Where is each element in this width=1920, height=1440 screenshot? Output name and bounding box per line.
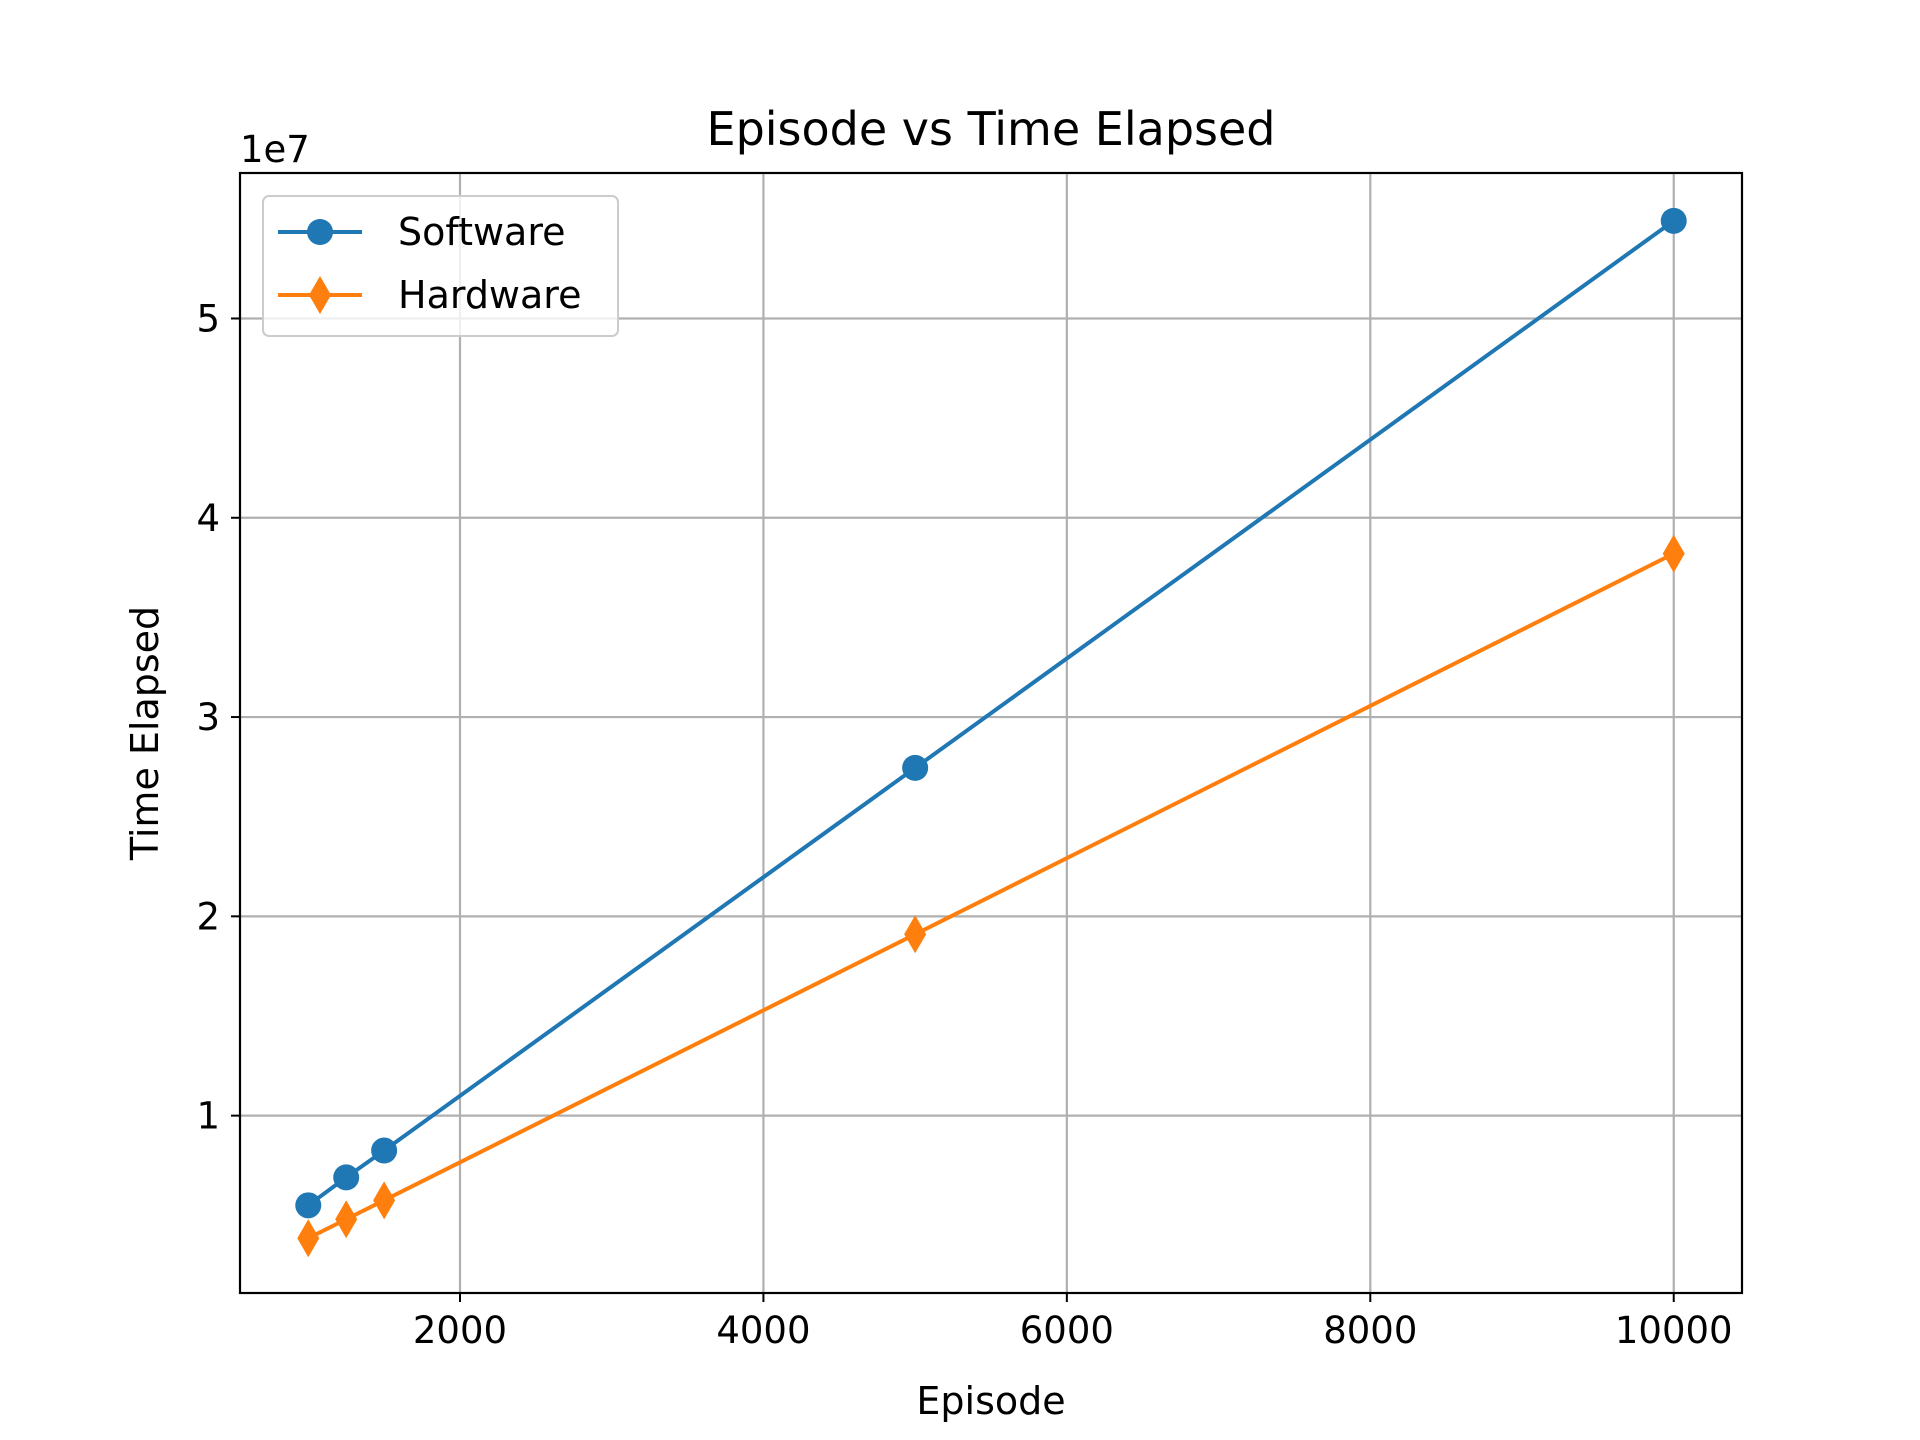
y-tick-label: 4 [196, 497, 220, 540]
software-point [295, 1192, 322, 1219]
software-point [333, 1164, 360, 1191]
grid [240, 173, 1742, 1293]
hardware-point [904, 915, 927, 954]
x-tick-label: 2000 [413, 1309, 507, 1352]
legend-label-software: Software [398, 210, 566, 254]
legend-marker-hardware [309, 276, 331, 314]
series-layer [295, 207, 1687, 1258]
software-point [371, 1137, 398, 1164]
chart-title: Episode vs Time Elapsed [707, 102, 1276, 156]
hardware-point [373, 1181, 396, 1220]
plot-area-frame [238, 171, 1744, 1295]
legend-entries: Software Hardware [278, 210, 581, 317]
series-software [295, 207, 1687, 1219]
x-tick-label: 4000 [716, 1309, 810, 1352]
y-tick-label: 1 [196, 1095, 220, 1138]
hardware-point [335, 1200, 358, 1239]
legend-marker-software [307, 219, 333, 245]
software-point [1660, 207, 1687, 234]
y-axis-offset-label: 1e7 [240, 128, 310, 171]
x-tick-label: 8000 [1323, 1309, 1417, 1352]
axis-ticks: 2000 4000 6000 8000 10000 1 2 3 4 5 [196, 297, 1732, 1352]
legend-entry-hardware: Hardware [278, 273, 581, 317]
x-tick-label: 10000 [1615, 1309, 1733, 1352]
x-axis-label: Episode [916, 1379, 1065, 1423]
software-point [902, 754, 929, 781]
y-tick-label: 2 [196, 895, 220, 938]
legend-label-hardware: Hardware [398, 273, 581, 317]
hardware-point [297, 1219, 320, 1258]
y-axis-label: Time Elapsed [123, 606, 167, 861]
legend: Software Hardware [262, 195, 619, 337]
x-tick-label: 6000 [1020, 1309, 1114, 1352]
y-tick-label: 5 [196, 297, 220, 340]
hardware-point [1662, 534, 1685, 573]
legend-entry-software: Software [278, 210, 566, 254]
series-hardware [297, 534, 1685, 1258]
y-tick-label: 3 [196, 696, 220, 739]
